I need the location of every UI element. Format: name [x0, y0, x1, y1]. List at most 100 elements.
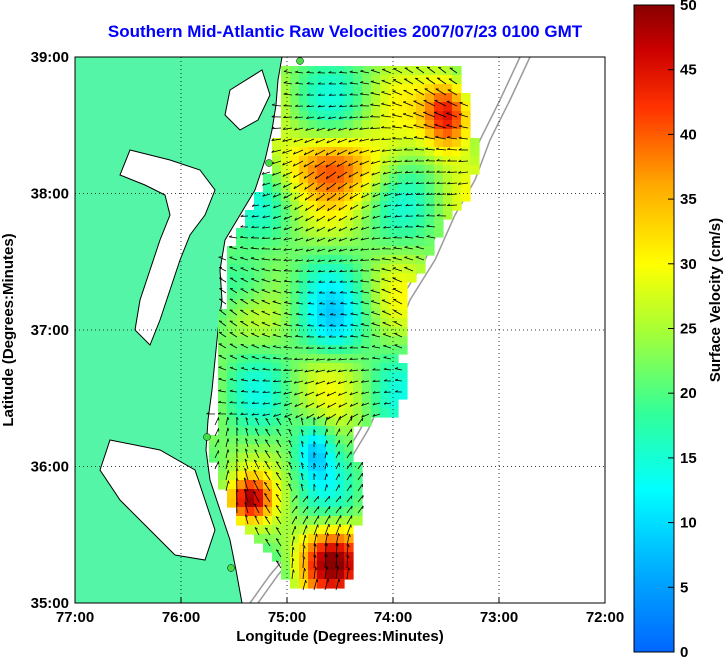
velocity-cell: [218, 471, 228, 481]
current-arrowhead: [272, 237, 276, 240]
velocity-cell: [344, 228, 354, 238]
current-arrowhead: [217, 412, 221, 415]
current-arrowhead: [360, 279, 364, 282]
velocity-cell: [245, 363, 255, 373]
velocity-cell: [380, 318, 390, 328]
current-arrowhead: [371, 237, 375, 240]
velocity-cell: [290, 417, 300, 427]
current-arrowhead: [283, 357, 287, 360]
current-arrow: [446, 112, 458, 118]
current-arrowhead: [300, 417, 304, 421]
current-arrowhead: [349, 403, 353, 407]
velocity-cell: [218, 336, 228, 346]
current-arrowhead: [292, 546, 295, 550]
velocity-cell: [470, 147, 480, 157]
current-arrowhead: [370, 289, 374, 291]
current-arrowhead: [360, 368, 364, 371]
current-arrow: [392, 267, 403, 272]
current-arrow: [262, 226, 271, 229]
velocity-cell: [272, 426, 282, 436]
current-arrowhead: [317, 416, 320, 420]
velocity-cell: [389, 93, 399, 103]
velocity-cell: [389, 147, 399, 157]
velocity-cell: [326, 174, 336, 184]
velocity-cell: [335, 579, 345, 589]
current-arrow: [214, 439, 219, 448]
current-arrowhead: [236, 448, 239, 452]
velocity-cell: [299, 489, 309, 499]
velocity-cell: [353, 201, 363, 211]
velocity-cell: [398, 390, 408, 400]
current-arrow: [273, 380, 282, 383]
current-arrow: [392, 126, 403, 129]
velocity-cell: [326, 237, 336, 247]
current-arrowhead: [338, 128, 341, 131]
velocity-cell: [353, 372, 363, 382]
current-arrow: [327, 358, 337, 361]
y-tick-label: 38:00: [31, 186, 69, 203]
velocity-cell: [407, 165, 417, 175]
velocity-cell: [353, 390, 363, 400]
velocity-cell: [281, 291, 291, 301]
current-arrow: [348, 160, 359, 167]
current-arrowhead: [349, 196, 352, 200]
velocity-cell: [290, 192, 300, 202]
velocity-cell: [398, 318, 408, 328]
velocity-cell: [281, 408, 291, 418]
velocity-cell: [299, 111, 309, 121]
current-arrow: [241, 391, 249, 393]
current-arrow: [244, 468, 249, 481]
current-arrowhead: [236, 468, 239, 472]
velocity-cell: [353, 381, 363, 391]
velocity-cell: [326, 444, 336, 454]
velocity-cell: [335, 363, 345, 373]
current-arrowhead: [326, 187, 329, 191]
current-arrow: [360, 312, 370, 316]
velocity-cell: [299, 138, 309, 148]
current-arrow: [313, 515, 320, 525]
velocity-cell: [443, 75, 453, 85]
velocity-cell: [272, 318, 282, 328]
current-arrow: [288, 472, 293, 481]
current-arrowhead: [350, 415, 353, 419]
velocity-cell: [209, 444, 219, 454]
current-arrow: [372, 182, 381, 187]
velocity-cell: [380, 120, 390, 130]
velocity-cell: [362, 147, 372, 157]
velocity-cell: [344, 183, 354, 193]
current-arrowhead: [350, 312, 354, 315]
velocity-cell: [281, 264, 291, 274]
current-arrow: [326, 182, 337, 191]
current-arrow: [403, 89, 414, 96]
velocity-cell: [236, 300, 246, 310]
current-arrowhead: [301, 429, 304, 433]
velocity-cell: [425, 228, 435, 238]
velocity-cell: [281, 138, 291, 148]
current-arrow: [288, 451, 293, 459]
current-arrowhead: [236, 416, 239, 420]
velocity-cell: [398, 336, 408, 346]
velocity-cell: [254, 219, 264, 229]
velocity-cell: [317, 219, 327, 229]
current-arrowhead: [327, 218, 330, 222]
velocity-cell: [344, 507, 354, 517]
velocity-cell: [308, 246, 318, 256]
current-arrowhead: [349, 380, 353, 384]
velocity-cell: [218, 345, 228, 355]
current-arrow: [326, 369, 337, 373]
current-arrowhead: [447, 170, 451, 173]
current-arrow: [288, 429, 293, 437]
current-arrow: [272, 301, 282, 305]
current-arrowhead: [336, 164, 340, 168]
current-arrowhead: [339, 335, 343, 338]
current-arrow: [253, 459, 260, 470]
current-arrow: [244, 458, 249, 470]
current-arrow: [302, 579, 307, 591]
current-arrow: [264, 439, 271, 448]
current-arrow: [447, 89, 458, 96]
velocity-cell: [299, 471, 309, 481]
velocity-cell: [218, 381, 228, 391]
current-arrow: [291, 558, 294, 569]
current-arrow: [446, 137, 458, 140]
current-arrow: [251, 204, 260, 207]
